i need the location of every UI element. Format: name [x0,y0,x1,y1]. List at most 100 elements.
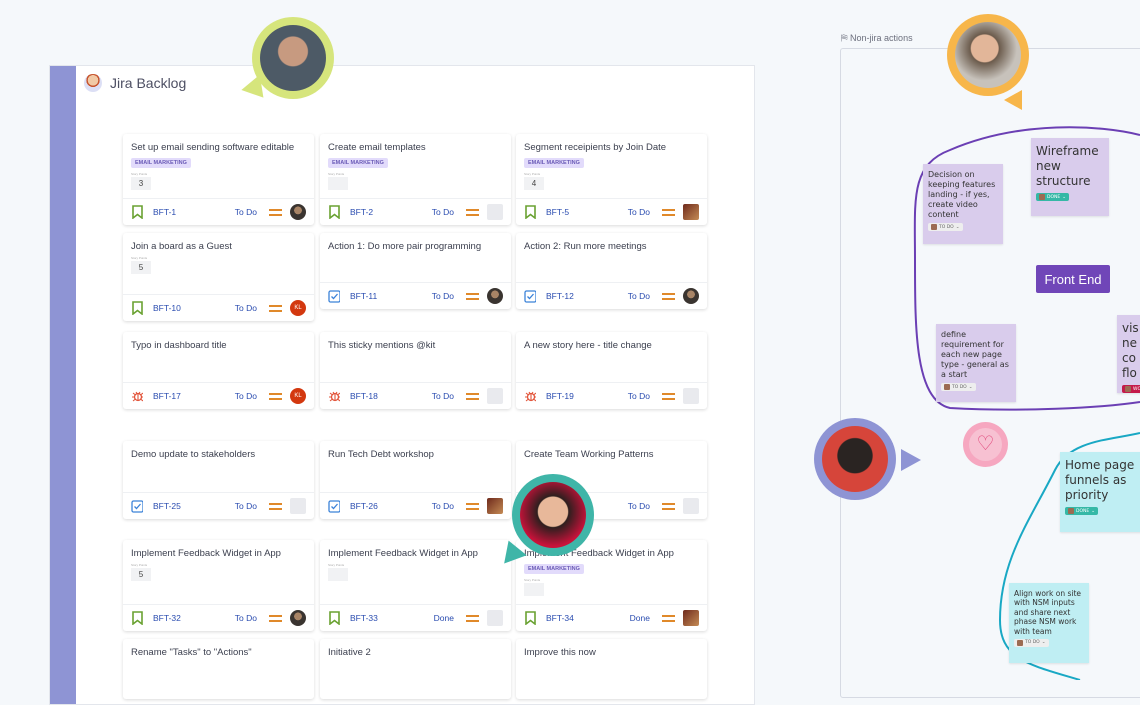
story-points-value[interactable]: 3 [131,177,151,190]
status-text[interactable]: To Do [431,391,454,401]
collaborator-avatar-girl[interactable] [512,474,594,556]
assignee-avatar[interactable] [487,288,503,304]
status-text[interactable]: To Do [234,391,257,401]
chevron-down-icon: ⌄ [1091,508,1095,514]
backlog-card[interactable]: Improve this now [516,639,707,699]
status-text[interactable]: To Do [431,291,454,301]
status-text[interactable]: Done [629,613,650,623]
sticky-note[interactable]: Align work on site with NSM inputs and s… [1009,583,1089,663]
sticky-note[interactable]: Decision on keeping features landing - i… [923,164,1003,244]
issue-key[interactable]: BFT-10 [153,303,181,313]
medium-priority-icon [662,392,675,400]
status-text[interactable]: To Do [627,501,650,511]
assignee-avatar[interactable] [290,204,306,220]
task-type-icon [328,289,340,303]
collaborator-avatar-woman[interactable] [947,14,1029,96]
status-dropdown[interactable]: TO DO ⌄ [941,383,976,391]
assignee-avatar[interactable] [683,388,699,404]
assignee-avatar[interactable] [683,288,699,304]
backlog-card[interactable]: Set up email sending software editable EM… [123,134,314,225]
assignee-avatar[interactable]: KL [290,388,306,404]
issue-key[interactable]: BFT-18 [350,391,378,401]
assignee-avatar[interactable] [290,498,306,514]
issue-key[interactable]: BFT-26 [350,501,378,511]
card-title: Typo in dashboard title [131,340,227,351]
sticky-note[interactable]: define requirement for each new page typ… [936,324,1016,402]
issue-key[interactable]: BFT-33 [350,613,378,623]
backlog-card[interactable]: Action 2: Run more meetings BFT-12 To Do [516,233,707,309]
backlog-card[interactable]: Rename "Tasks" to "Actions" [123,639,314,699]
issue-key[interactable]: BFT-17 [153,391,181,401]
assignee-avatar[interactable] [290,610,306,626]
cursor-pointer [1004,90,1022,110]
backlog-card[interactable]: This sticky mentions @kit BFT-18 To Do [320,332,511,409]
issue-key[interactable]: BFT-25 [153,501,181,511]
story-points-value[interactable] [328,568,348,581]
story-points-value[interactable]: 4 [524,177,544,190]
panel-title-text: Jira Backlog [110,75,187,91]
story-points-value[interactable] [524,583,544,596]
canvas-label-text: Non-jira actions [850,33,913,43]
collaborator-avatar-dog[interactable] [814,418,896,500]
issue-key[interactable]: BFT-11 [350,291,378,301]
assignee-avatar[interactable] [487,498,503,514]
backlog-card[interactable]: Action 1: Do more pair programming BFT-11… [320,233,511,309]
task-type-icon [328,499,340,513]
status-dropdown[interactable]: TO DO ⌄ [1014,638,1049,647]
status-text[interactable]: To Do [627,391,650,401]
backlog-card[interactable]: Join a board as a Guest Story Points 5 BFT-… [123,233,314,321]
backlog-card[interactable]: Initiative 2 [320,639,511,699]
sticky-text: Wireframe new structure [1036,144,1099,188]
issue-key[interactable]: BFT-32 [153,613,181,623]
assignee-avatar[interactable] [487,204,503,220]
backlog-card[interactable]: Run Tech Debt workshop BFT-26 To Do [320,441,511,519]
issue-key[interactable]: BFT-12 [546,291,574,301]
backlog-card[interactable]: A new story here - title change BFT-19 To … [516,332,707,409]
backlog-card[interactable]: Demo update to stakeholders BFT-25 To Do [123,441,314,519]
status-text[interactable]: To Do [234,207,257,217]
status-text[interactable]: To Do [234,501,257,511]
card-title: Rename "Tasks" to "Actions" [131,647,252,658]
backlog-card[interactable]: Segment receipients by Join Date EMAIL MA… [516,134,707,225]
status-text[interactable]: Done [433,613,454,623]
issue-key[interactable]: BFT-2 [350,207,374,217]
status-text[interactable]: To Do [234,303,257,313]
assignee-avatar[interactable] [683,204,699,220]
story-points-label: Story Points [524,172,541,176]
card-title: Join a board as a Guest [131,241,232,252]
card-title: Improve this now [524,647,596,658]
sticky-note[interactable]: Home page funnels as priority DONE ⌄ [1060,452,1140,532]
issue-key[interactable]: BFT-19 [546,391,574,401]
backlog-card[interactable]: Typo in dashboard title BFT-17 To Do KL [123,332,314,409]
heart-reaction[interactable]: ♡ [963,422,1008,467]
collaborator-avatar-man[interactable] [252,17,334,99]
status-text[interactable]: To Do [431,207,454,217]
status-dropdown[interactable]: DONE ⌄ [1036,193,1069,201]
status-text[interactable]: To Do [627,291,650,301]
sticky-note[interactable]: Wireframe new structure DONE ⌄ [1031,138,1109,216]
status-text[interactable]: To Do [234,613,257,623]
status-dropdown[interactable]: DONE ⌄ [1065,507,1098,515]
issue-key[interactable]: BFT-1 [153,207,177,217]
status-text[interactable]: To Do [627,207,650,217]
issue-key[interactable]: BFT-34 [546,613,574,623]
backlog-card[interactable]: Implement Feedback Widget in App Story Po… [320,540,511,631]
story-points-value[interactable] [328,177,348,190]
backlog-card[interactable]: Implement Feedback Widget in App Story Po… [123,540,314,631]
front-end-label[interactable]: Front End [1036,265,1110,293]
assignee-avatar[interactable]: KL [290,300,306,316]
assignee-avatar[interactable] [487,610,503,626]
story-points-value[interactable]: 5 [131,261,151,274]
status-text[interactable]: To Do [431,501,454,511]
story-points-value[interactable]: 5 [131,568,151,581]
status-dropdown[interactable]: WO⌄ [1122,385,1140,393]
story-type-icon [328,611,340,625]
backlog-card[interactable]: Create email templates EMAIL MARKETING Sto… [320,134,511,225]
assignee-avatar[interactable] [683,498,699,514]
assignee-avatar[interactable] [487,388,503,404]
issue-key[interactable]: BFT-5 [546,207,570,217]
sticky-note[interactable]: vis ne co flo WO⌄ [1117,315,1140,393]
status-dropdown[interactable]: TO DO ⌄ [928,223,963,231]
front-end-group-outline[interactable] [913,126,1140,411]
assignee-avatar[interactable] [683,610,699,626]
